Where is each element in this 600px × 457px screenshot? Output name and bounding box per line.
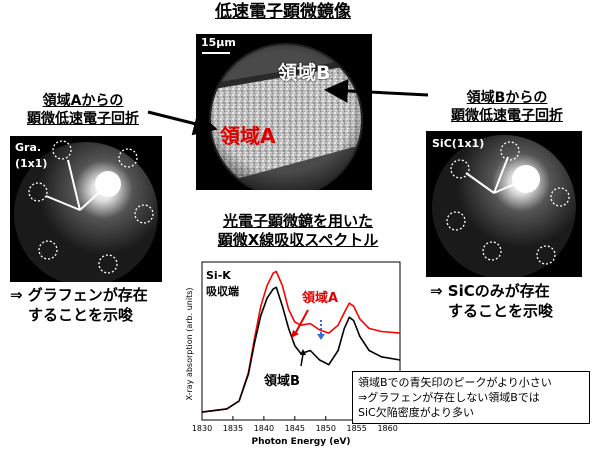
blue-dotted-arrow [317,320,325,340]
leed-b-caption-line2: することを示唆 [448,302,554,320]
leed-b-title: 領域Bからの 顕微低速電子回折 [432,89,582,125]
x-tick-label: 1840 [254,424,274,433]
region-a-label: 領域A [220,124,276,148]
leed-a-label-line1: Gra. [15,141,42,154]
xas-title: 光電子顕微鏡を用いた 顕微X線吸収スペクトル [198,212,398,250]
x-tick-label: 1855 [347,424,367,433]
leed-a-caption-line2: することを示唆 [28,306,134,324]
leed-a-title-line2: 顕微低速電子回折 [27,111,139,127]
series-line-region-a [201,270,401,413]
xas-title-line2: 顕微X線吸収スペクトル [217,231,379,249]
leed-b-label: SiC(1x1) [432,137,485,150]
leed-a-label: Gra. (1x1) [15,140,47,172]
leed-a-caption-line1: ⇒ グラフェンが存在 [10,286,148,304]
y-axis-label: X-ray absorption (arb. units) [185,288,194,401]
series-b-label: 領域B [264,374,300,389]
leem-scalebar-label: 15μm [201,36,236,49]
leed-b-title-line2: 顕微低速電子回折 [451,108,563,124]
arrow-to-region-a [147,110,218,136]
note-line2: ⇒グラフェンが存在しない領域Bでは [358,391,540,404]
leed-a-caption: ⇒ グラフェンが存在 することを示唆 [10,285,180,325]
x-tick-label: 1860 [377,424,397,433]
series-a-label: 領域A [302,291,339,306]
x-tick-label: 1835 [223,424,243,433]
leed-b-caption-line1: ⇒ SiCのみが存在 [430,282,550,300]
region-b-arrow [300,349,306,367]
leed-b-caption: ⇒ SiCのみが存在 することを示唆 [430,281,600,321]
note-line3: SiC欠陥密度がより多い [358,406,474,419]
edge-label-line2: 吸収端 [206,285,239,298]
region-b-label: 領域B [278,62,331,84]
x-tick-label: 1850 [316,424,336,433]
arrow-to-region-b [324,78,429,103]
x-axis-label: Photon Energy (eV) [251,437,350,447]
x-tick-label: 1830 [192,424,212,433]
leed-a-graphic [14,140,158,282]
edge-label-line1: Si-K [206,269,231,282]
series-line-region-b [201,286,401,413]
conclusion-note: 領域Bでの青矢印のピークがより小さい ⇒グラフェンが存在しない領域Bでは SiC… [352,371,590,424]
leed-b-graphic [432,135,576,277]
leed-b-image: SiC(1x1) [426,131,582,277]
leed-a-title-line1: 領域Aからの [42,93,124,109]
xas-title-line1: 光電子顕微鏡を用いた [222,212,373,230]
leed-b-title-line1: 領域Bからの [466,90,548,106]
region-a-arrow [291,309,309,338]
leed-a-image: Gra. (1x1) [10,136,162,282]
leem-title: 低速電子顕微鏡像 [215,2,351,22]
x-tick-label: 1845 [285,424,305,433]
leed-a-title: 領域Aからの 顕微低速電子回折 [8,92,158,128]
edge-label: Si-K 吸収端 [206,268,239,300]
leed-a-label-line2: (1x1) [15,157,48,170]
note-line1: 領域Bでの青矢印のピークがより小さい [358,376,552,389]
